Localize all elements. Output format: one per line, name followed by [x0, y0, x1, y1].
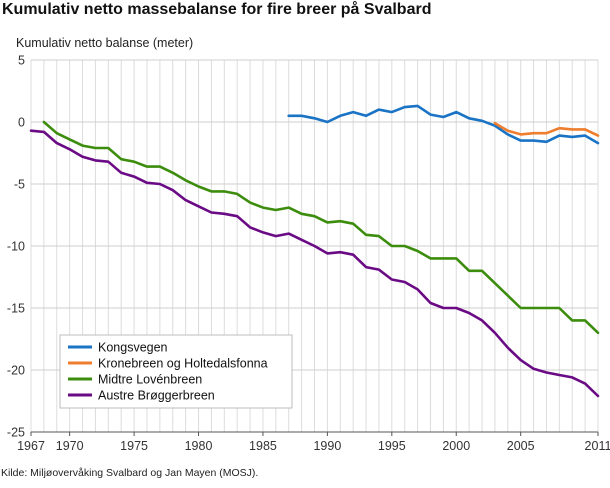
x-tick-label: 2005: [507, 439, 535, 453]
legend: Kongsvegen Kronebreen og Holtedalsfonna Mi…: [59, 334, 293, 409]
y-tick-labels: 5 0 -5 -10 -15 -20 -25: [7, 54, 25, 440]
x-tick-label: 1990: [313, 439, 341, 453]
source-note: Kilde: Miljøovervåking Svalbard og Jan M…: [1, 467, 259, 479]
x-tick-label: 2011: [585, 439, 610, 453]
series-line-austre-br-ggerbreen: [29, 129, 600, 398]
x-tick-label: 1967: [17, 439, 45, 453]
x-tick-label: 1985: [249, 439, 277, 453]
x-tick-label: 1975: [120, 439, 148, 453]
series-line-midtre-lov-nbreen: [42, 120, 600, 335]
y-tick-label: -25: [7, 426, 25, 440]
legend-box: [59, 334, 293, 409]
y-tick-label: -15: [7, 302, 25, 316]
legend-label-austre-br-ggerbreen: Austre Brøggerbreen: [98, 389, 215, 403]
x-tick-label: 1995: [378, 439, 406, 453]
x-tick-labels: 1967 1970 1975 1980 1985 1990 1995 2000 2005 2011: [17, 432, 610, 453]
x-tick-label: 2000: [442, 439, 470, 453]
y-tick-label: -20: [7, 364, 25, 378]
y-tick-label: 0: [18, 116, 25, 130]
series-line-kongsvegen: [287, 104, 600, 145]
legend-label-midtre-lov-nbreen: Midtre Lovénbreen: [98, 373, 202, 387]
chart-title: Kumulativ netto massebalanse for fire br…: [2, 1, 432, 18]
legend-label-kongsvegen: Kongsvegen: [98, 341, 168, 355]
y-tick-label: 5: [18, 54, 25, 68]
y-axis-label: Kumulativ netto balanse (meter): [16, 36, 194, 50]
series-line-kronebreen-og-holtedalsfonna: [493, 121, 600, 137]
series-lines: [29, 104, 600, 398]
legend-label-kronebreen-og-holtedalsfonna: Kronebreen og Holtedalsfonna: [98, 357, 268, 371]
y-tick-label: -10: [7, 240, 25, 254]
x-tick-label: 1970: [56, 439, 84, 453]
y-tick-label: -5: [14, 178, 25, 192]
x-tick-label: 1980: [185, 439, 213, 453]
